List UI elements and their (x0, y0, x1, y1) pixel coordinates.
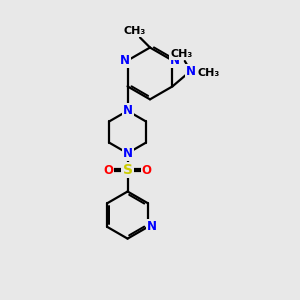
Text: N: N (120, 54, 130, 67)
Text: CH₃: CH₃ (198, 68, 220, 78)
Text: N: N (123, 147, 133, 160)
Text: N: N (186, 64, 196, 78)
Text: CH₃: CH₃ (124, 26, 146, 36)
Text: S: S (123, 163, 133, 177)
Text: N: N (123, 104, 133, 117)
Text: N: N (170, 54, 180, 67)
Text: O: O (142, 164, 152, 177)
Text: N: N (146, 220, 157, 233)
Text: O: O (103, 164, 113, 177)
Text: CH₃: CH₃ (171, 49, 193, 59)
